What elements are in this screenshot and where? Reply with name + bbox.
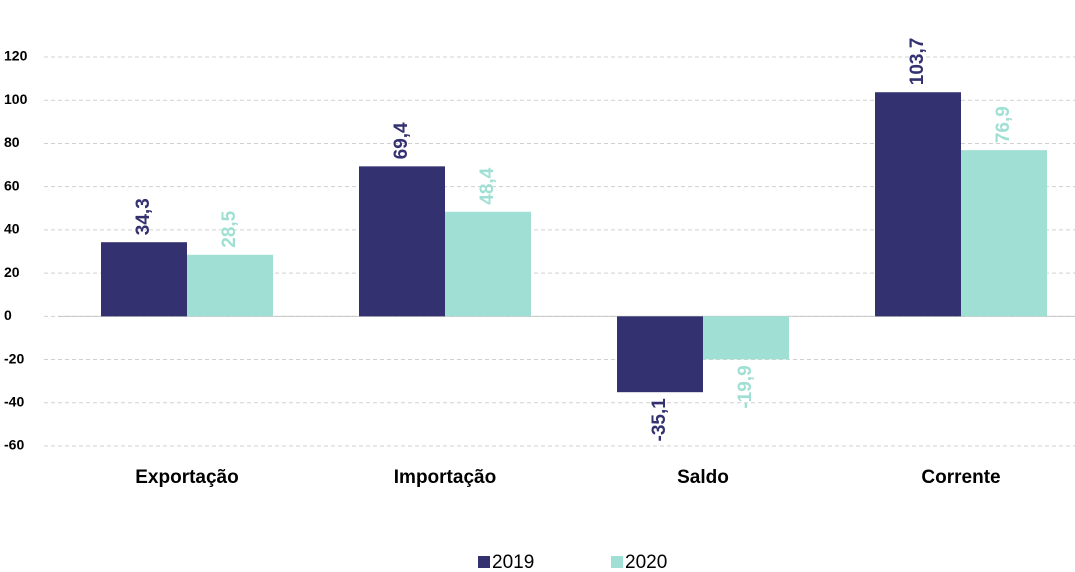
y-tick-label: 0 [4, 307, 12, 323]
legend-swatch [478, 556, 490, 568]
y-tick-label: 20 [4, 264, 20, 280]
x-tick-label: Corrente [921, 467, 1000, 488]
legend-swatch [611, 556, 623, 568]
y-tick-label: 120 [4, 48, 28, 64]
y-tick-label: -40 [4, 393, 24, 409]
y-tick-label: -60 [4, 437, 24, 453]
data-label: -19,9 [735, 365, 756, 408]
data-label: -35,1 [649, 398, 670, 442]
legend-label: 2019 [492, 552, 534, 572]
bar [445, 211, 531, 317]
bar [187, 254, 273, 317]
bar [359, 166, 445, 317]
data-label: 103,7 [907, 38, 928, 86]
y-tick-label: -20 [4, 350, 24, 366]
y-tick-label: 100 [4, 91, 28, 107]
legend-label: 2020 [625, 552, 667, 572]
x-tick-label: Saldo [677, 467, 729, 488]
data-label: 28,5 [219, 210, 240, 247]
y-tick-label: 80 [4, 134, 20, 150]
bar [617, 316, 703, 393]
bar [875, 92, 961, 317]
data-label: 69,4 [391, 122, 412, 159]
data-label: 48,4 [477, 167, 498, 204]
y-tick-label: 40 [4, 221, 20, 237]
bar [703, 316, 789, 360]
data-label: 76,9 [993, 106, 1014, 143]
x-tick-label: Exportação [135, 467, 238, 488]
y-tick-label: 60 [4, 177, 20, 193]
bar [961, 150, 1047, 317]
bar [101, 242, 187, 317]
x-tick-label: Importação [394, 467, 496, 488]
data-label: 34,3 [133, 198, 154, 235]
